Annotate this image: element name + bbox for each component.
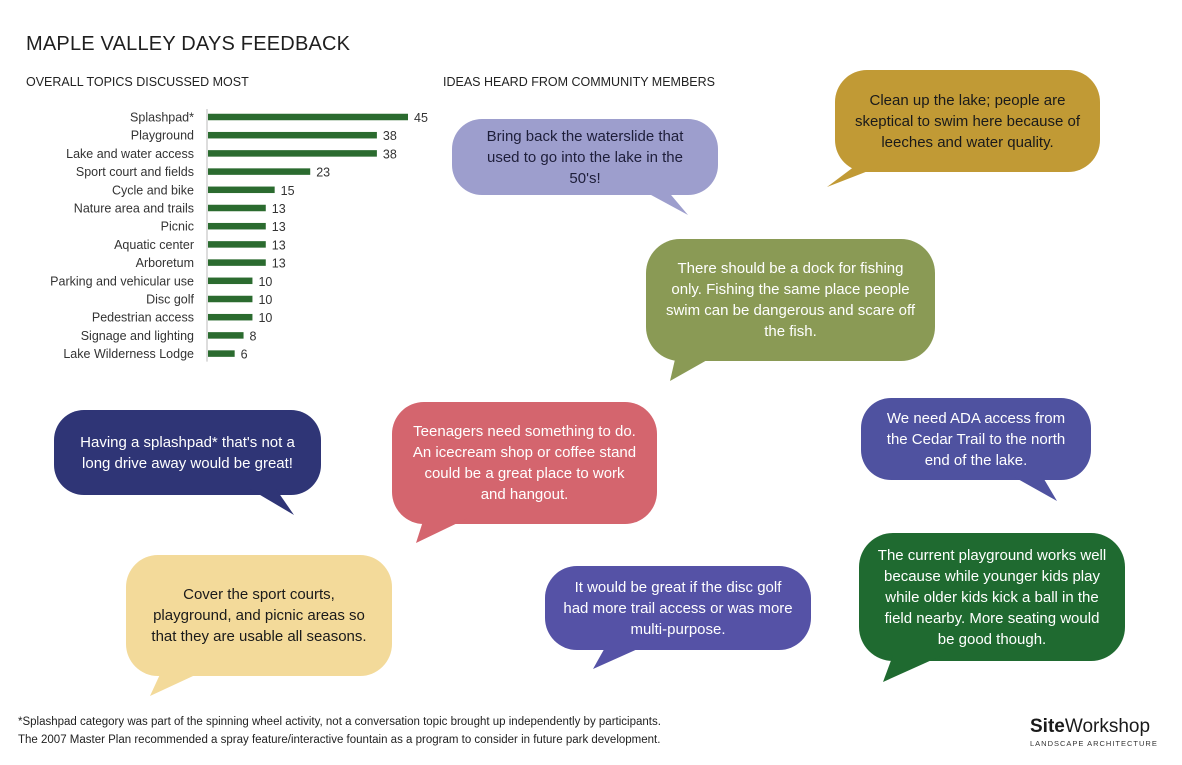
idea-text: Having a splashpad* that's not a long dr… — [80, 433, 295, 472]
bar — [208, 168, 311, 175]
value-label: 10 — [258, 311, 272, 325]
topics-bar-chart: Splashpad* 45 Playground 38 Lake and water a… — [50, 109, 428, 362]
idea-text: It would be great if the disc golf had m… — [563, 578, 793, 638]
category-label: Disc golf — [146, 293, 194, 307]
value-label: 45 — [414, 111, 428, 125]
category-label: Cycle and bike — [112, 183, 194, 197]
idea-text: Cover the sport courts, playground, and … — [151, 586, 367, 645]
idea-text: Clean up the lake; people are skeptical … — [854, 91, 1081, 151]
idea-bubble-teenagers: Teenagers need something to do. An icecr… — [392, 402, 657, 544]
idea-text: Teenagers need something to do. An icecr… — [412, 423, 637, 503]
value-label: 13 — [272, 220, 286, 234]
bubble-shape — [646, 239, 935, 361]
bubble-tail — [640, 189, 688, 215]
idea-bubble-dock: There should be a dock for fishing only.… — [646, 239, 935, 384]
category-label: Lake Wilderness Lodge — [63, 347, 194, 361]
category-label: Sport court and fields — [76, 165, 194, 179]
bar — [208, 350, 235, 357]
value-label: 6 — [241, 348, 248, 362]
bubble-shape — [126, 555, 392, 676]
logo-tagline: LANDSCAPE ARCHITECTURE — [1030, 739, 1158, 748]
category-label: Picnic — [161, 220, 194, 234]
bar — [208, 313, 253, 321]
category-label: Nature area and trails — [74, 202, 194, 216]
ideas-heading: IDEAS HEARD FROM COMMUNITY MEMBERS — [443, 75, 716, 89]
bubble-tail — [250, 489, 294, 515]
idea-text: We need ADA access from the Cedar Trail … — [886, 409, 1066, 469]
bubble-shape — [835, 70, 1100, 172]
bar — [208, 150, 377, 157]
footnote-splashpad: *Splashpad category was part of the spin… — [18, 716, 661, 728]
value-label: 13 — [272, 202, 286, 216]
category-label: Splashpad* — [130, 111, 194, 125]
value-label: 38 — [383, 147, 397, 161]
value-label: 8 — [250, 329, 257, 343]
category-label: Signage and lighting — [81, 329, 194, 343]
bar — [208, 131, 377, 139]
value-label: 10 — [258, 275, 272, 289]
sitework-logo: SiteWorkshop LANDSCAPE ARCHITECTURE — [1030, 716, 1158, 748]
bubble-tail — [883, 655, 943, 682]
value-label: 13 — [272, 257, 286, 271]
value-label: 23 — [316, 166, 330, 180]
idea-bubble-playground: The current playground works well becaus… — [859, 533, 1125, 683]
bar — [208, 332, 244, 339]
bubble-shape — [392, 402, 657, 524]
value-label: 38 — [383, 129, 397, 143]
category-label: Parking and vehicular use — [50, 274, 194, 288]
value-label: 10 — [258, 293, 272, 307]
category-label: Lake and water access — [66, 147, 194, 161]
bar — [208, 277, 253, 285]
value-label: 13 — [272, 238, 286, 252]
idea-bubble-disc-golf: It would be great if the disc golf had m… — [545, 566, 811, 670]
footnote-master-plan: The 2007 Master Plan recommended a spray… — [18, 734, 661, 746]
idea-text: The current playground works well becaus… — [877, 546, 1107, 648]
bar — [208, 241, 266, 248]
bar — [208, 204, 266, 212]
idea-text: There should be a dock for fishing only.… — [665, 260, 916, 340]
bubble-tail — [1009, 474, 1057, 501]
bubble-shape — [861, 398, 1091, 480]
bubble-tail — [150, 670, 206, 696]
idea-bubble-splashpad: Having a splashpad* that's not a long dr… — [54, 410, 321, 518]
bubble-shape — [452, 119, 718, 195]
idea-bubble-waterslide: Bring back the waterslide that used to g… — [452, 119, 718, 219]
logo-regular-text: Workshop — [1064, 716, 1151, 737]
page-title: MAPLE VALLEY DAYS FEEDBACK — [26, 33, 351, 55]
bar — [208, 186, 275, 194]
bubble-tail — [593, 644, 649, 669]
idea-bubble-cover-courts: Cover the sport courts, playground, and … — [126, 555, 392, 697]
bubble-shape — [545, 566, 811, 650]
idea-bubble-clean-lake: Clean up the lake; people are skeptical … — [827, 70, 1100, 190]
bubble-tail — [670, 355, 716, 381]
logo-bold-text: Site — [1030, 716, 1065, 737]
bar — [208, 113, 408, 121]
idea-bubble-ada: We need ADA access from the Cedar Trail … — [861, 398, 1091, 504]
bubble-shape — [859, 533, 1125, 661]
category-label: Arboretum — [136, 256, 194, 270]
category-label: Pedestrian access — [92, 311, 194, 325]
value-label: 15 — [281, 184, 295, 198]
category-label: Playground — [131, 129, 194, 143]
chart-heading: OVERALL TOPICS DISCUSSED MOST — [26, 75, 249, 89]
bar — [208, 295, 253, 303]
category-label: Aquatic center — [114, 238, 194, 252]
bar — [208, 259, 266, 266]
bar — [208, 222, 266, 230]
bubble-tail — [827, 166, 881, 187]
bubble-shape — [54, 410, 321, 495]
bubble-tail — [416, 518, 468, 543]
idea-text: Bring back the waterslide that used to g… — [486, 127, 684, 187]
